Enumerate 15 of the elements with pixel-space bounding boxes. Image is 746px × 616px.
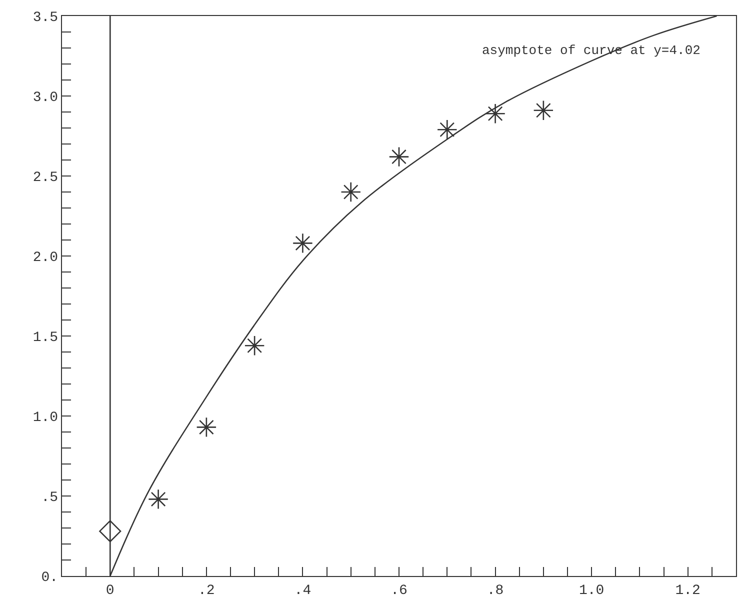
y-tick-label: 2.5	[32, 170, 58, 186]
y-tick-label: 1.5	[32, 330, 58, 346]
x-tick-label: .6	[390, 582, 408, 599]
x-tick-label: 0	[106, 582, 114, 599]
y-tick-label: 3.0	[32, 90, 58, 106]
y-tick-label: 1.0	[32, 410, 58, 426]
y-tick-label: 0.	[41, 570, 58, 586]
y-tick-label: .5	[41, 490, 58, 506]
x-tick-label: .2	[198, 582, 215, 599]
x-tick-label: 1.2	[675, 582, 700, 599]
y-tick-label: 3.5	[32, 10, 58, 26]
x-tick-label: 1.0	[578, 582, 604, 599]
x-tick-label: .8	[486, 582, 504, 599]
x-tick-label: .4	[294, 582, 312, 599]
y-tick-label: 2.0	[32, 250, 58, 266]
